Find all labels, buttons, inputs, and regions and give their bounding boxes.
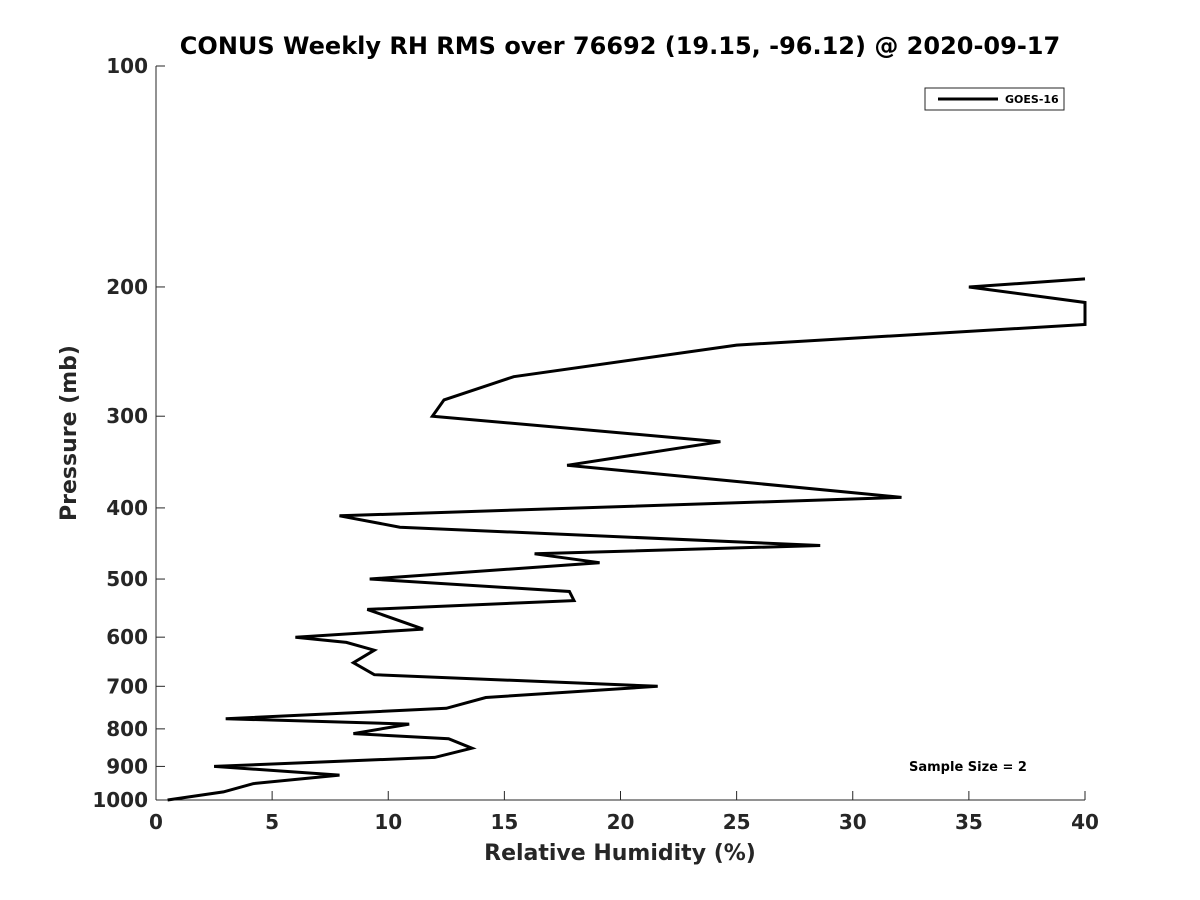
y-axis-label: Pressure (mb) [57,345,82,521]
sample-size-annotation: Sample Size = 2 [909,760,1027,775]
chart-title: CONUS Weekly RH RMS over 76692 (19.15, -… [180,32,1060,60]
x-axis-ticks: 0 5 10 15 20 25 30 35 40 [149,791,1099,834]
x-tick-label: 5 [265,810,279,834]
x-axis-label: Relative Humidity (%) [484,841,756,866]
x-tick-label: 40 [1071,810,1099,834]
y-tick-label: 800 [106,717,148,741]
x-tick-label: 35 [955,810,983,834]
x-tick-label: 15 [490,810,518,834]
x-tick-label: 0 [149,810,163,834]
y-tick-label: 1000 [92,788,148,812]
y-tick-label: 300 [106,404,148,428]
series-line-goes-16 [167,277,1087,802]
y-axis-ticks: 100 200 300 400 500 600 700 800 900 1000 [92,54,165,812]
x-tick-label: 25 [723,810,751,834]
legend: GOES-16 [924,87,1065,111]
series-layer [167,277,1087,802]
y-tick-label: 900 [106,754,148,778]
y-tick-label: 700 [106,674,148,698]
y-tick-label: 400 [106,496,148,520]
x-tick-label: 30 [839,810,867,834]
y-tick-label: 500 [106,567,148,591]
y-tick-label: 200 [106,275,148,299]
y-tick-label: 600 [106,625,148,649]
x-tick-label: 20 [607,810,635,834]
legend-entry-goes-16: GOES-16 [1005,93,1059,106]
y-tick-label: 100 [106,54,148,78]
x-tick-label: 10 [374,810,402,834]
